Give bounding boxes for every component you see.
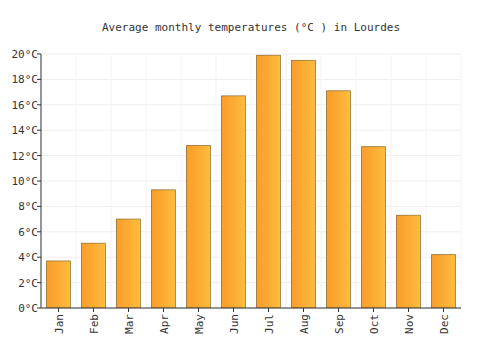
x-tick — [198, 308, 199, 312]
x-tick — [373, 308, 374, 312]
grid-line-vertical — [391, 54, 392, 308]
x-tick — [93, 308, 94, 312]
y-tick-label: 0°C — [18, 302, 38, 315]
chart-container: Average monthly temperatures (°C ) in Lo… — [0, 0, 500, 350]
x-tick-label: Nov — [403, 314, 416, 334]
x-tick-label: Sep — [333, 314, 346, 334]
grid-line-vertical — [321, 54, 322, 308]
chart-title: Average monthly temperatures (°C ) in Lo… — [102, 21, 400, 34]
x-tick — [233, 308, 234, 312]
x-tick — [338, 308, 339, 312]
bars — [47, 55, 456, 308]
grid-line-vertical — [181, 54, 182, 308]
bar-shade — [327, 91, 351, 308]
grid-line — [41, 308, 461, 309]
x-tick-label: Mar — [123, 314, 136, 334]
bar-shade — [117, 219, 141, 308]
grid-line-vertical — [76, 54, 77, 308]
x-tick-label: Apr — [158, 314, 171, 334]
y-tick-label: 4°C — [18, 251, 38, 264]
y-tick-label: 18°C — [12, 73, 39, 86]
x-tick-label: Oct — [368, 314, 381, 334]
x-tick — [408, 308, 409, 312]
x-tick — [303, 308, 304, 312]
x-tick — [128, 308, 129, 312]
y-tick-label: 12°C — [12, 150, 39, 163]
grid-line-vertical — [286, 54, 287, 308]
bar — [257, 55, 281, 308]
grid-line-vertical — [216, 54, 217, 308]
grid-line-vertical — [426, 54, 427, 308]
x-tick-label: Aug — [298, 314, 311, 334]
bar-shade — [82, 243, 106, 308]
bar — [327, 91, 351, 308]
grid-line-vertical — [356, 54, 357, 308]
bar — [432, 255, 456, 308]
x-tick-label: May — [193, 314, 206, 334]
bar-shade — [257, 55, 281, 308]
bar-shade — [152, 190, 176, 308]
bar-shade — [292, 60, 316, 308]
grid-line-vertical — [146, 54, 147, 308]
bar — [362, 147, 386, 308]
bar-shade — [432, 255, 456, 308]
y-tick-label: 2°C — [18, 277, 38, 290]
grid-line-vertical — [111, 54, 112, 308]
x-tick-label: Jul — [263, 314, 276, 334]
y-tick-label: 8°C — [18, 200, 38, 213]
bar — [152, 190, 176, 308]
y-tick-label: 14°C — [12, 124, 39, 137]
bar — [47, 261, 71, 308]
x-axis — [41, 308, 461, 309]
bar-shade — [362, 147, 386, 308]
x-tick — [58, 308, 59, 312]
y-tick-label: 20°C — [12, 48, 39, 61]
grid-line-vertical — [461, 54, 462, 308]
bar — [222, 96, 246, 308]
x-tick — [443, 308, 444, 312]
bar-shade — [222, 96, 246, 308]
bar-shade — [397, 215, 421, 308]
bar — [397, 215, 421, 308]
y-tick-label: 6°C — [18, 226, 38, 239]
bar — [292, 60, 316, 308]
x-tick-label: Jun — [228, 314, 241, 334]
bar-shade — [187, 145, 211, 308]
x-tick — [268, 308, 269, 312]
x-tick — [163, 308, 164, 312]
x-tick-label: Jan — [53, 314, 66, 334]
x-tick-label: Dec — [438, 314, 451, 334]
x-tick-label: Feb — [88, 314, 101, 334]
bar-shade — [47, 261, 71, 308]
y-tick-label: 10°C — [12, 175, 39, 188]
grid-line-vertical — [251, 54, 252, 308]
chart-svg: Average monthly temperatures (°C ) in Lo… — [0, 0, 500, 350]
bar — [117, 219, 141, 308]
bar — [82, 243, 106, 308]
bar — [187, 145, 211, 308]
y-tick-label: 16°C — [12, 99, 39, 112]
